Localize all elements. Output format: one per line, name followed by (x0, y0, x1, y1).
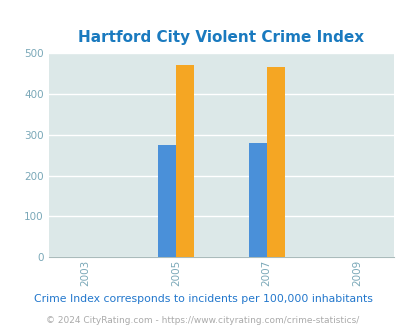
Bar (157, 145, 175, 257)
Bar (175, 65, 194, 257)
Text: © 2024 CityRating.com - https://www.cityrating.com/crime-statistics/: © 2024 CityRating.com - https://www.city… (46, 316, 359, 325)
Title: Hartford City Violent Crime Index: Hartford City Violent Crime Index (78, 30, 363, 45)
Text: Crime Index corresponds to incidents per 100,000 inhabitants: Crime Index corresponds to incidents per… (34, 294, 371, 304)
Bar (248, 143, 266, 257)
Bar (266, 67, 284, 257)
